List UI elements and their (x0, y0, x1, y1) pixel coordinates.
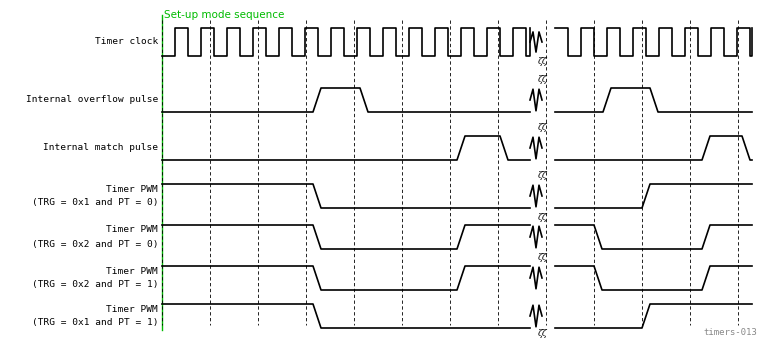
Text: ζζ: ζζ (538, 76, 547, 85)
Text: timers-013: timers-013 (703, 328, 757, 337)
Text: ζζ: ζζ (538, 213, 547, 221)
Text: ζζ: ζζ (538, 171, 547, 180)
Text: Timer clock: Timer clock (94, 38, 158, 47)
Text: ζζ: ζζ (538, 124, 547, 132)
Text: (TRG = 0x1 and PT = 0): (TRG = 0x1 and PT = 0) (31, 198, 158, 207)
Text: (TRG = 0x2 and PT = 1): (TRG = 0x2 and PT = 1) (31, 280, 158, 289)
Text: Internal match pulse: Internal match pulse (43, 144, 158, 152)
Text: (TRG = 0x1 and PT = 1): (TRG = 0x1 and PT = 1) (31, 318, 158, 327)
Text: Set-up mode sequence: Set-up mode sequence (164, 10, 284, 20)
Text: Timer PWM: Timer PWM (106, 266, 158, 276)
Text: Timer PWM: Timer PWM (106, 305, 158, 314)
Text: ζζ: ζζ (538, 254, 547, 263)
Text: ζζ: ζζ (538, 57, 547, 66)
Text: Internal overflow pulse: Internal overflow pulse (26, 96, 158, 105)
Text: Timer PWM: Timer PWM (106, 226, 158, 235)
Text: (TRG = 0x2 and PT = 0): (TRG = 0x2 and PT = 0) (31, 239, 158, 248)
Text: Timer PWM: Timer PWM (106, 185, 158, 194)
Text: ζζ: ζζ (538, 328, 547, 337)
